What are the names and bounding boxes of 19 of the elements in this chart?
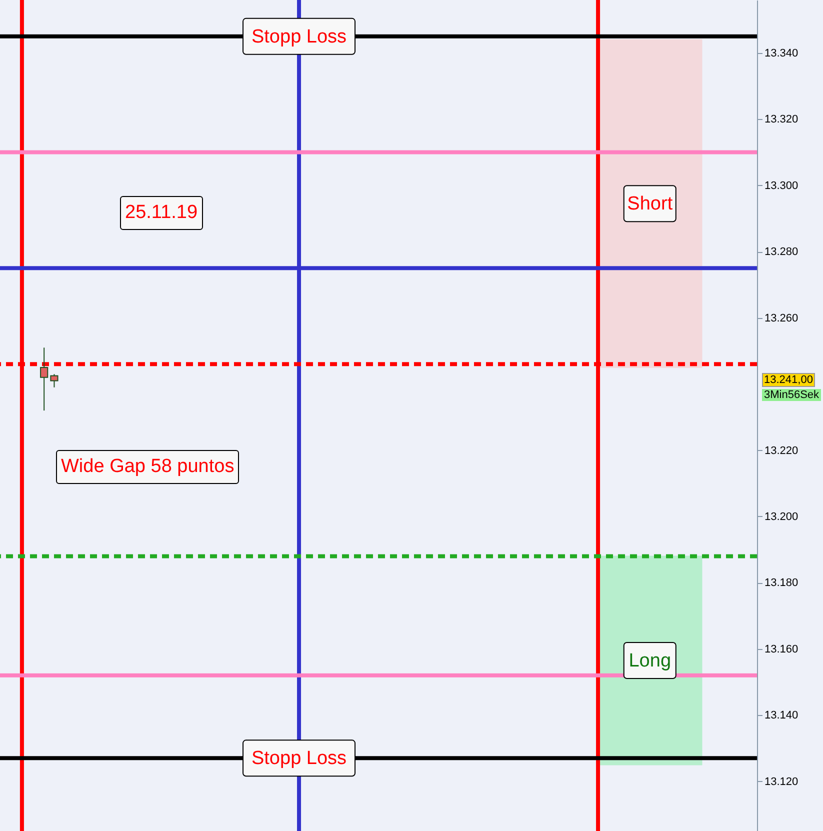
y-tick-label: 13.200 [764, 510, 798, 523]
annotation: 25.11.19 [120, 196, 203, 230]
band-label: Short [627, 194, 674, 215]
text: 3Min56Sek [762, 389, 822, 401]
y-tick-label: 13.320 [764, 114, 798, 126]
band-label: Long [628, 650, 672, 672]
y-tick-label: 13.340 [764, 47, 798, 60]
y-tick-label: 13.220 [764, 444, 798, 457]
y-tick-label: 13.280 [764, 246, 798, 258]
text: 13.241,00 [762, 373, 815, 387]
ref-line-label: Stopp Loss [251, 748, 347, 770]
y-tick-label: 13.120 [764, 776, 798, 788]
ref-line-label: Stopp Loss [251, 26, 347, 48]
y-tick-label: 13.160 [764, 643, 798, 656]
annotation: Wide Gap 58 puntos [56, 450, 240, 484]
y-tick-label: 13.180 [764, 577, 798, 590]
y-tick-label: 13.140 [764, 710, 798, 722]
y-tick-label: 13.300 [764, 180, 798, 192]
y-tick-label: 13.260 [764, 312, 798, 324]
